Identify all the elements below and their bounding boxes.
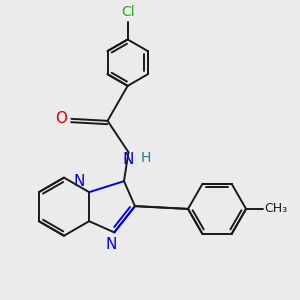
- Text: N: N: [74, 174, 85, 189]
- Text: N: N: [123, 152, 134, 167]
- Text: CH₃: CH₃: [265, 202, 288, 215]
- Text: H: H: [141, 151, 151, 164]
- Text: O: O: [56, 111, 68, 126]
- Text: N: N: [106, 237, 117, 252]
- Text: Cl: Cl: [121, 5, 134, 19]
